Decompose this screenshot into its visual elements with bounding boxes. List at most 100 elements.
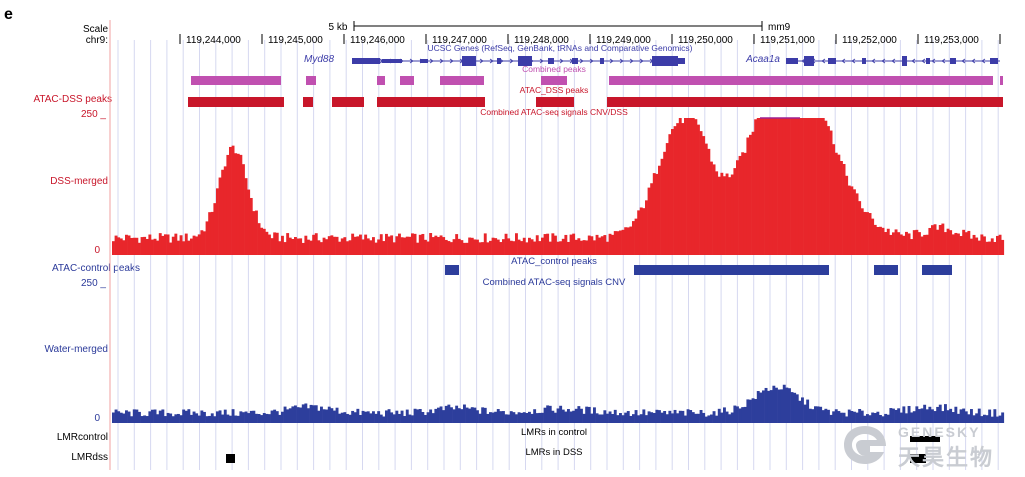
dss-signal-bar — [288, 237, 292, 255]
position-ticks: 119,244,000 119,245,000 119,246,000 119,247… — [179, 34, 1001, 46]
water-signal-bar — [145, 416, 149, 423]
strand-arrow — [479, 58, 484, 64]
water-signal-bar — [551, 410, 555, 423]
dss-signal-bar — [125, 234, 128, 255]
water-signal-bar — [525, 413, 529, 423]
dss-signal-bar — [975, 237, 979, 255]
water-signal-bar — [309, 404, 313, 423]
water-signal-bar — [980, 416, 984, 423]
dss-signal-bar — [598, 237, 602, 255]
dss-signal-bar — [574, 239, 578, 255]
dss-signal-bar — [548, 241, 552, 255]
water-signal-bar — [998, 415, 1002, 423]
water-signal-bar — [611, 414, 615, 423]
water-signal-bar — [413, 408, 417, 423]
water-signal-bar — [400, 410, 404, 423]
water-signal-bar — [1001, 412, 1005, 423]
water-signal-bar — [626, 411, 630, 423]
dss-signal-bar — [712, 164, 716, 255]
dss-signal-bar — [728, 177, 732, 255]
water-signal-bar — [949, 408, 953, 423]
atac-control-peak — [445, 265, 459, 275]
dss-signal-bar — [795, 118, 799, 255]
combined-peak — [400, 76, 414, 85]
water-signal-bar — [226, 414, 230, 423]
water-signal-bar — [983, 414, 986, 423]
dss-signal-bar — [447, 241, 451, 255]
gene-myd88-label: Myd88 — [304, 54, 334, 65]
water-signal-bar — [434, 408, 438, 423]
strand-arrow — [569, 58, 574, 64]
strand-arrow — [791, 58, 796, 64]
dss-signal-bar — [504, 233, 508, 255]
dss-signal-bar — [811, 118, 815, 255]
dss-signal-bar — [671, 129, 674, 255]
dss-signal-bar — [977, 240, 981, 255]
water-signal-bar — [249, 410, 253, 423]
assembly-label: mm9 — [768, 22, 791, 33]
tick-label: 119,249,000 — [596, 35, 651, 46]
dss-signal-bar — [122, 240, 126, 255]
water-signal-bar — [330, 408, 334, 423]
dss-signal-bar — [457, 238, 461, 255]
dss-signal-bar — [359, 234, 362, 255]
water-signal-bar — [847, 409, 851, 423]
dss-signal-bar — [257, 223, 261, 255]
dss-signal-bar — [866, 212, 869, 255]
dss-signal-bar — [985, 241, 989, 255]
water-signal-bar — [236, 415, 240, 423]
dss-signal-bar — [312, 234, 316, 255]
dss-signal-bar — [148, 234, 152, 255]
water-signal-bar — [868, 415, 872, 423]
exon-block — [950, 58, 956, 64]
exon-block — [600, 58, 604, 64]
water-signal-bar — [447, 404, 451, 423]
strand-arrow — [399, 58, 404, 64]
dss-signal-bar — [369, 240, 373, 255]
water-signal-bar — [985, 415, 989, 423]
water-signal-bar — [587, 406, 591, 423]
dss-signal-bar — [788, 118, 791, 255]
water-signal-bar — [871, 412, 875, 423]
dss-signal-bar — [847, 185, 851, 255]
dss-signal-bar — [166, 234, 170, 255]
strand-arrow — [639, 58, 644, 64]
dss-signal-bar — [704, 143, 708, 255]
water-signal-bar — [252, 410, 256, 423]
water-signal-bar — [221, 414, 225, 423]
dss-signal-bar — [821, 118, 825, 255]
dss-signal-bar — [754, 119, 758, 255]
water-signal-bar — [418, 408, 422, 423]
dss-signal-bar — [452, 239, 456, 255]
dss-signal-bar — [845, 175, 849, 255]
strand-arrow — [599, 58, 604, 64]
dss-signal-bar — [541, 237, 544, 255]
dss-signal-bar — [897, 232, 901, 255]
water-signal-bar — [504, 414, 508, 423]
dss-signal-bar — [743, 152, 747, 255]
strand-arrow — [499, 58, 504, 64]
dss-signal-bar — [884, 232, 888, 255]
dss-signal-bar — [483, 233, 487, 255]
dss-signal-bar — [408, 236, 412, 255]
strand-arrow — [589, 58, 594, 64]
water-signal-bar — [814, 406, 817, 423]
water-signal-bar — [665, 414, 669, 423]
dss-signal-bar — [262, 228, 266, 255]
water-signal-bar — [556, 408, 560, 423]
strand-arrow — [379, 58, 384, 64]
dss-signal-bar — [691, 118, 695, 255]
dss-signal-bar — [330, 235, 334, 255]
water-signal-bar — [161, 409, 165, 423]
dss-signal-bar — [431, 237, 435, 255]
dss-signal-bar — [127, 235, 131, 255]
dss-signal-bar — [983, 236, 986, 255]
water-signal-bar — [374, 413, 378, 423]
water-signal-bar — [756, 391, 760, 423]
dss-signal-bar — [182, 241, 186, 255]
exon-block — [572, 58, 578, 64]
dss-signal-bar — [426, 241, 430, 255]
dss-signal-bar — [699, 131, 703, 255]
water-signal-bar — [515, 414, 518, 423]
